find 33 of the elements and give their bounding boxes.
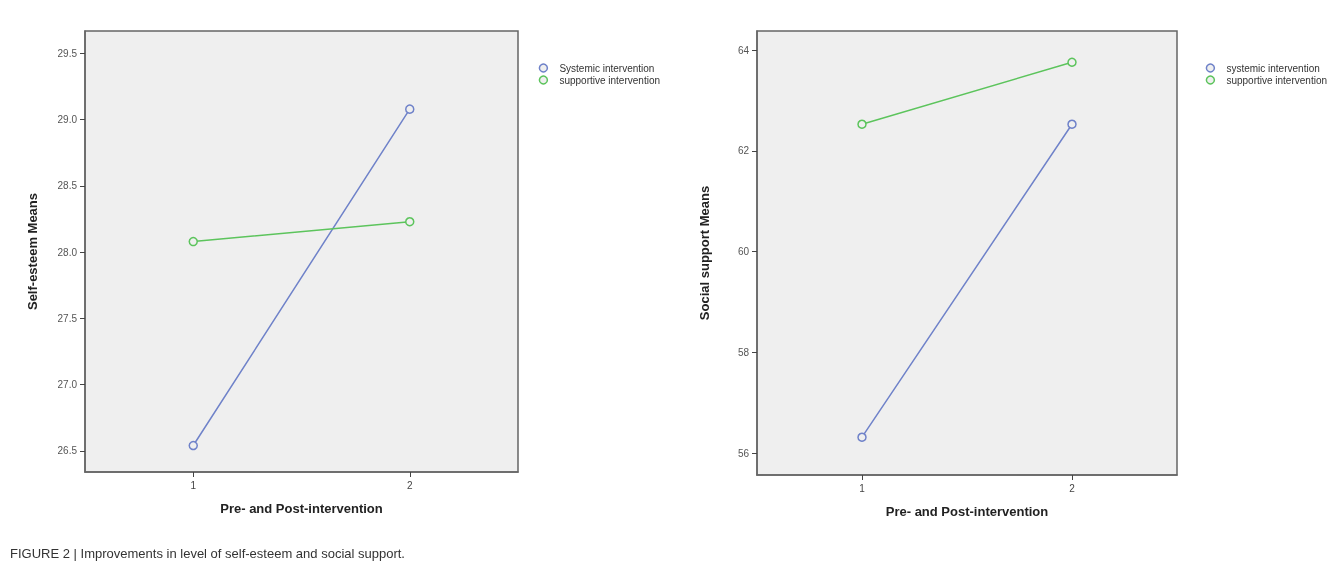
point xyxy=(1067,119,1077,129)
x-tick-label: 2 xyxy=(406,479,413,491)
y-tick-label: 62 xyxy=(737,145,750,157)
point xyxy=(405,216,415,227)
point xyxy=(857,432,867,442)
y-tick-label: 28.0 xyxy=(57,246,78,258)
y-tick-label: 64 xyxy=(737,44,750,56)
legend-label: Systemic intervention xyxy=(559,62,655,74)
y-tick-label: 60 xyxy=(737,246,750,258)
point xyxy=(188,236,198,247)
legend-label: supportive intervention xyxy=(559,74,661,86)
y-tick-label: 56 xyxy=(737,447,750,459)
point xyxy=(405,104,415,114)
legend-label: supportive intervention xyxy=(1226,74,1328,86)
y-tick-label: 29.5 xyxy=(57,48,78,60)
x-tick-label: 2 xyxy=(1069,482,1076,494)
x-tick-label: 1 xyxy=(190,479,197,491)
y-tick-label: 58 xyxy=(737,347,750,359)
y-tick-label: 26.5 xyxy=(57,445,78,457)
point xyxy=(188,440,198,451)
caption: FIGURE 2 | Improvements in level of self-esteem and social support. xyxy=(10,546,405,561)
y-axis-title: Social support Means xyxy=(697,185,712,321)
x-axis-title: Pre- and Post-intervention xyxy=(885,504,1049,519)
y-tick-label: 27.5 xyxy=(57,312,78,324)
x-axis-title: Pre- and Post-intervention xyxy=(220,501,383,516)
point xyxy=(857,119,867,129)
y-axis-title: Self-esteem Means xyxy=(25,192,40,311)
legend-label: systemic intervention xyxy=(1226,62,1320,74)
y-tick-label: 28.5 xyxy=(57,180,78,192)
point xyxy=(1067,57,1077,67)
x-tick-label: 1 xyxy=(859,482,866,494)
y-tick-label: 27.0 xyxy=(57,379,78,391)
y-tick-label: 29.0 xyxy=(57,114,78,126)
